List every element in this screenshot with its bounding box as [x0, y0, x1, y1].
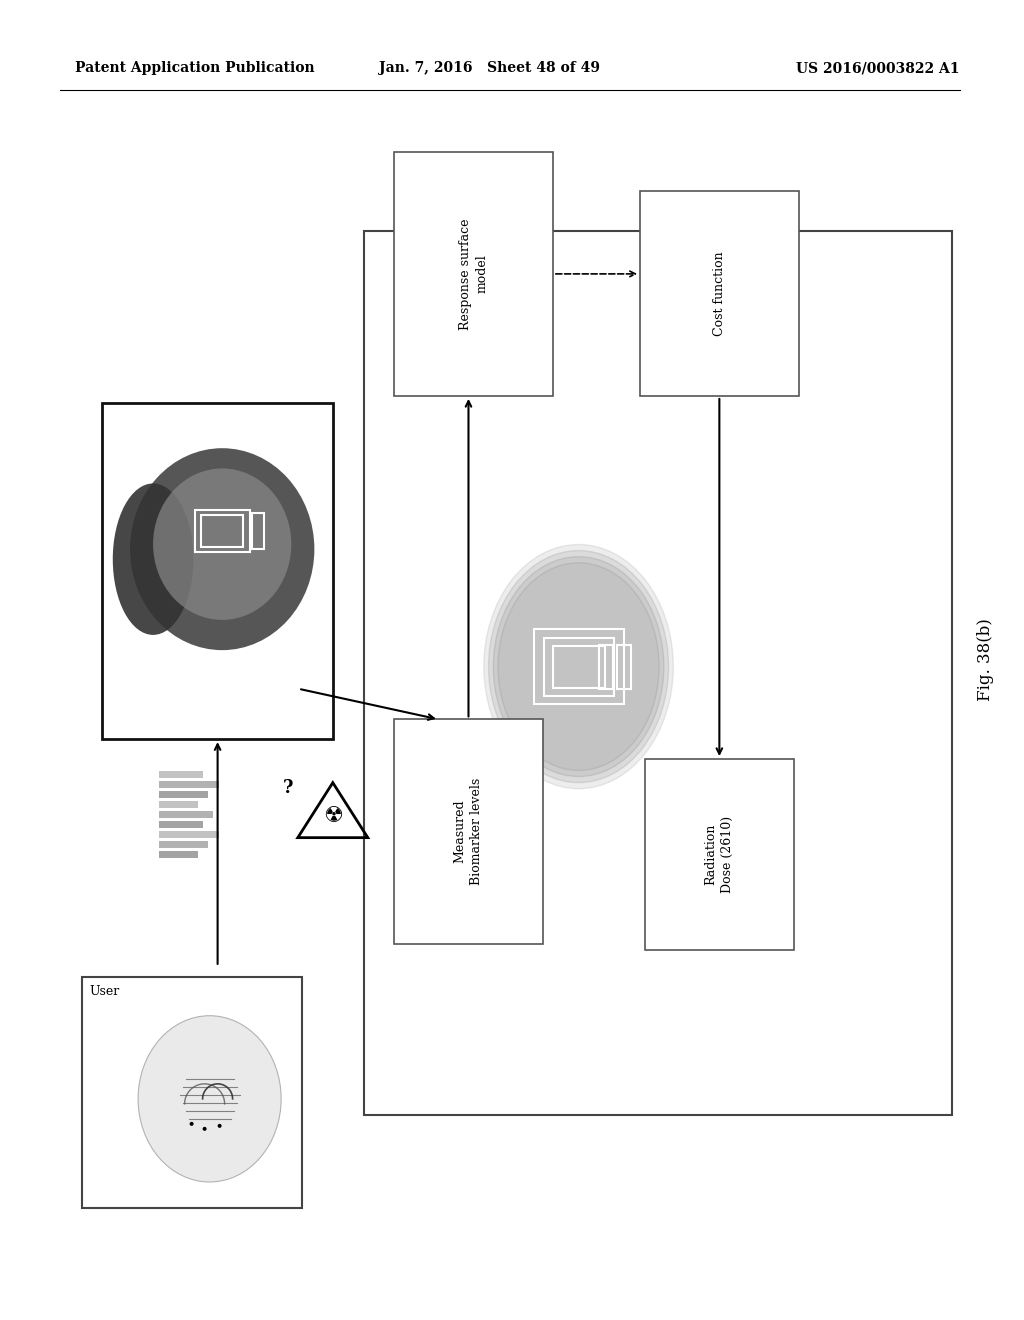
Bar — [159, 771, 203, 777]
Ellipse shape — [154, 469, 292, 620]
Bar — [201, 515, 244, 546]
Text: US 2016/0003822 A1: US 2016/0003822 A1 — [797, 61, 961, 75]
Bar — [394, 152, 553, 396]
Ellipse shape — [498, 562, 659, 771]
Bar — [394, 719, 543, 944]
Ellipse shape — [203, 1127, 207, 1131]
Text: Cost function: Cost function — [713, 251, 726, 337]
Text: Jan. 7, 2016   Sheet 48 of 49: Jan. 7, 2016 Sheet 48 of 49 — [380, 61, 600, 75]
Bar — [599, 644, 612, 689]
Bar — [159, 851, 198, 858]
Bar — [616, 644, 631, 689]
Ellipse shape — [218, 1123, 221, 1127]
Text: User: User — [90, 985, 120, 998]
Bar — [82, 977, 302, 1208]
Bar — [159, 781, 218, 788]
Bar — [364, 231, 952, 1115]
Bar — [534, 630, 624, 704]
Bar — [159, 791, 208, 799]
Ellipse shape — [113, 483, 194, 635]
Bar — [640, 191, 799, 396]
Text: ☢: ☢ — [323, 807, 343, 826]
Text: Fig. 38(b): Fig. 38(b) — [977, 619, 993, 701]
Bar — [252, 512, 264, 549]
Ellipse shape — [483, 544, 674, 789]
Bar — [645, 759, 794, 950]
Text: Measured
Biomarker levels: Measured Biomarker levels — [454, 777, 483, 886]
Text: Response surface
model: Response surface model — [459, 218, 488, 330]
Bar — [159, 841, 208, 847]
Bar — [553, 645, 604, 688]
Bar — [159, 821, 203, 828]
Ellipse shape — [138, 1015, 282, 1181]
Text: Patent Application Publication: Patent Application Publication — [75, 61, 314, 75]
Bar — [159, 810, 213, 818]
Ellipse shape — [189, 1122, 194, 1126]
Bar — [159, 801, 198, 808]
Text: ?: ? — [283, 779, 293, 797]
Bar — [195, 510, 250, 552]
Text: Radiation
Dose (2610): Radiation Dose (2610) — [705, 816, 734, 894]
Bar — [159, 832, 218, 838]
Bar — [102, 403, 333, 739]
Ellipse shape — [130, 449, 314, 651]
Bar — [544, 638, 613, 696]
Ellipse shape — [488, 550, 669, 783]
Ellipse shape — [494, 557, 664, 776]
